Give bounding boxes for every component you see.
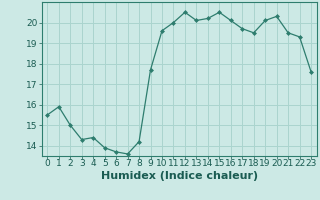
X-axis label: Humidex (Indice chaleur): Humidex (Indice chaleur) <box>100 171 258 181</box>
